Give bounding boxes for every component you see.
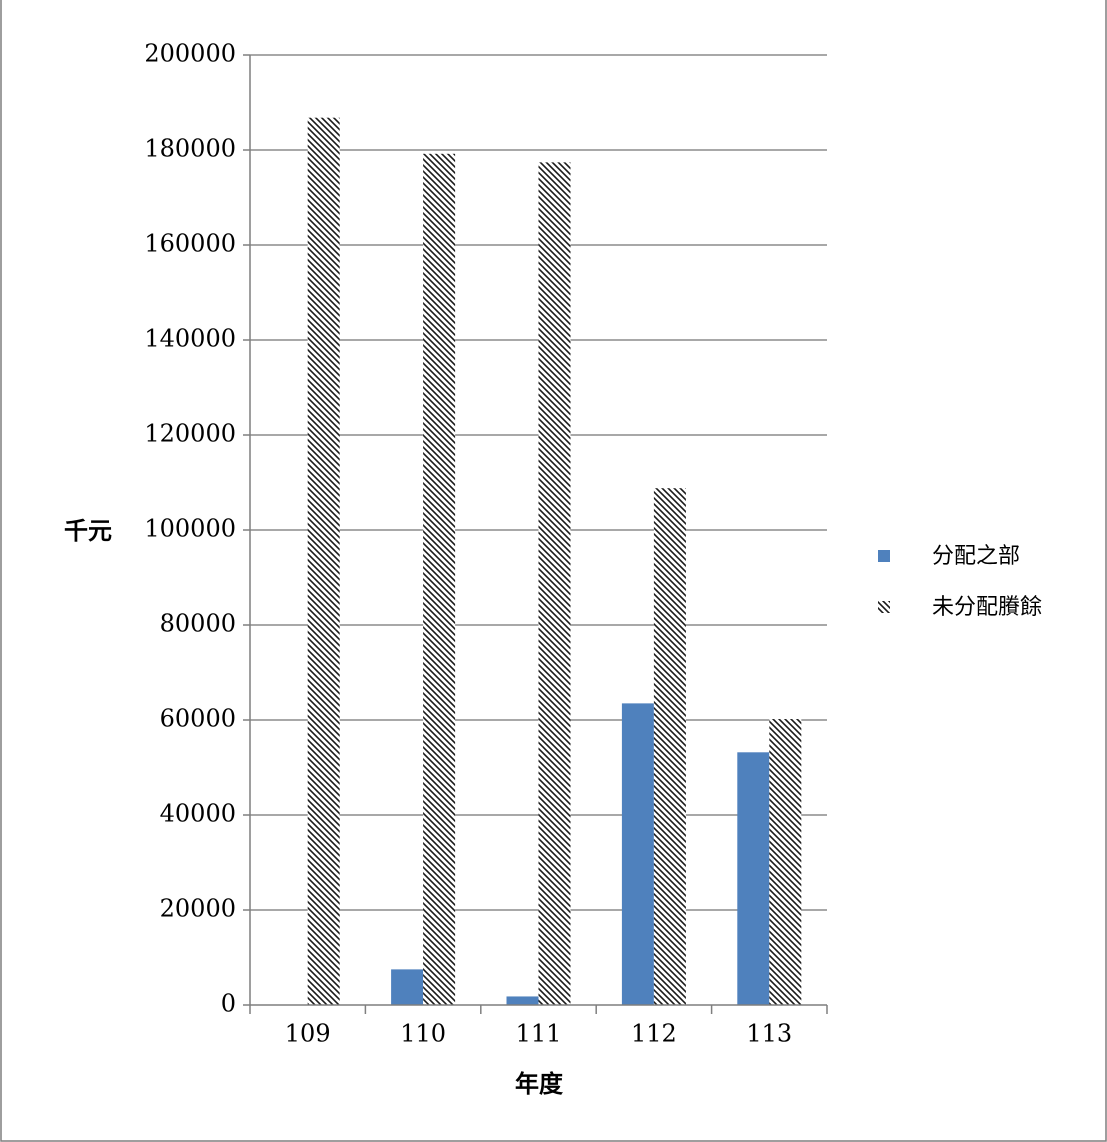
bar-distributed-111 [506,996,539,1005]
x-tick-label: 112 [631,1020,677,1048]
y-tick-label: 40000 [160,800,236,828]
x-axis-title: 年度 [515,1070,564,1098]
legend-label-series-2: 未分配賸餘 [932,595,1042,620]
y-tick-label: 80000 [160,610,236,638]
y-tick-label: 160000 [144,230,236,258]
bar-distributed-112 [621,703,654,1005]
y-tick-label: 180000 [144,135,236,163]
legend-swatch-series-1 [878,550,890,562]
y-tick-label: 100000 [144,515,236,543]
x-tick-label: 113 [746,1020,792,1048]
y-tick-label: 60000 [160,705,236,733]
y-tick-label: 200000 [144,40,236,68]
y-tick-labels: 0 20000 40000 60000 80000 100000 120000 140000 1… [144,40,236,1018]
y-tick-label: 140000 [144,325,236,353]
bar-undistributed-109 [307,117,340,1005]
bar-distributed-113 [737,752,770,1005]
bar-undistributed-112 [653,488,686,1005]
y-tick-label: 0 [221,990,236,1018]
legend-swatch-series-2 [878,601,890,613]
y-axis-title: 千元 [64,517,112,545]
bar-undistributed-113 [769,719,802,1005]
legend: 分配之部 未分配賸餘 [878,544,1042,620]
x-tick-labels: 109 110 111 112 113 [285,1020,792,1048]
x-tick-label: 111 [516,1020,562,1048]
x-tick-label: 109 [285,1020,331,1048]
bar-undistributed-110 [423,153,456,1006]
legend-label-series-1: 分配之部 [932,544,1020,569]
bar-undistributed-111 [538,162,571,1006]
x-tick-label: 110 [400,1020,446,1048]
y-tick-label: 20000 [160,895,236,923]
bar-distributed-110 [391,969,424,1005]
bars [307,117,802,1006]
y-tick-label: 120000 [144,420,236,448]
